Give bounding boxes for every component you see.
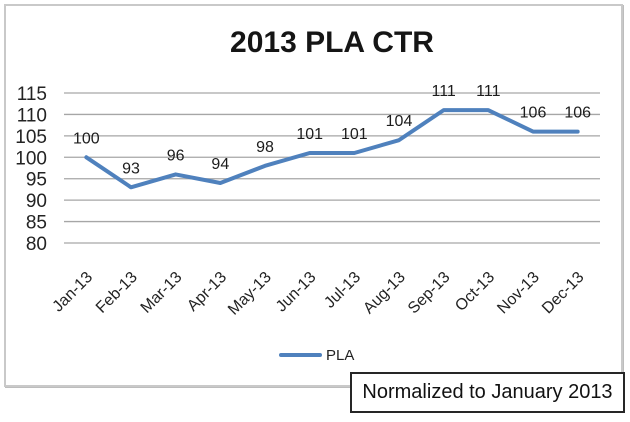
y-axis-tick-label: 100: [15, 148, 47, 169]
annotation-text: Normalized to January 2013: [362, 381, 613, 403]
data-label: 98: [256, 139, 274, 156]
y-axis-tick-label: 80: [26, 234, 47, 255]
legend: PLA: [279, 346, 354, 364]
data-label: 106: [520, 105, 547, 122]
legend-label: PLA: [326, 346, 355, 364]
y-axis-tick-label: 85: [26, 213, 47, 234]
data-label: 101: [341, 126, 368, 143]
y-axis-tick-label: 115: [17, 84, 47, 105]
x-axis-tick-label: Jan-13: [50, 269, 97, 316]
x-axis-tick-label: May-13: [225, 269, 275, 319]
data-label: 93: [122, 160, 140, 177]
y-axis-tick-label: 105: [15, 127, 47, 148]
y-axis-tick-label: 90: [26, 191, 47, 212]
data-label: 94: [211, 156, 229, 173]
y-axis-tick-label: 110: [17, 105, 47, 126]
chart-frame: [4, 4, 623, 387]
x-axis-tick-label: Nov-13: [494, 269, 543, 318]
x-axis-tick-label: Apr-13: [184, 269, 230, 315]
x-axis-tick-label: Mar-13: [138, 269, 186, 317]
legend-line-swatch: [279, 353, 322, 357]
data-label: 96: [167, 147, 185, 164]
x-axis-tick-label: Oct-13: [452, 269, 498, 315]
data-label: 106: [564, 105, 591, 122]
chart-title: 2013 PLA CTR: [230, 26, 434, 59]
line-series-pla: [84, 108, 580, 190]
x-axis-tick-label: Jul-13: [321, 269, 364, 312]
x-axis-tick-label: Sep-13: [405, 269, 454, 318]
data-label: 111: [432, 83, 456, 100]
x-axis-tick-label: Feb-13: [93, 269, 141, 317]
y-axis-tick-label: 95: [26, 170, 47, 191]
data-label: 101: [296, 126, 323, 143]
data-label: 104: [386, 113, 413, 130]
x-axis-tick-label: Dec-13: [539, 269, 588, 318]
data-label: 111: [476, 83, 500, 100]
data-label: 100: [73, 130, 100, 147]
x-axis-tick-label: Aug-13: [360, 269, 409, 318]
annotation-box: Normalized to January 2013: [350, 372, 625, 413]
x-axis-tick-label: Jun-13: [273, 269, 320, 316]
